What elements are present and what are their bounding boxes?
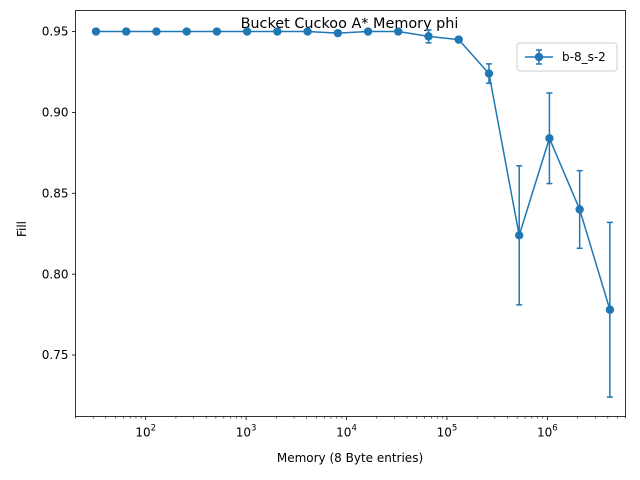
x-tick-base: 10 <box>537 426 552 440</box>
y-tick-label: 0.95 <box>42 25 69 39</box>
x-axis: 102 103 104 105 106 <box>75 416 626 440</box>
data-point <box>122 27 131 36</box>
y-tick-label: 0.90 <box>42 106 69 120</box>
x-tick-label: 105 <box>437 424 458 440</box>
x-tick-base: 10 <box>236 426 251 440</box>
data-point <box>212 27 222 36</box>
data-point <box>545 134 554 143</box>
series-line <box>96 30 611 310</box>
x-tick-label: 106 <box>537 424 558 440</box>
x-tick-label: 103 <box>236 424 257 440</box>
legend-label: b-8_s-2 <box>562 50 606 64</box>
x-axis-label: Memory (8 Byte entries) <box>277 451 423 465</box>
y-tick-label: 0.80 <box>42 267 69 281</box>
x-tick-exponent: 3 <box>251 424 256 434</box>
data-point <box>91 27 101 36</box>
y-axis: 0.75 0.80 0.85 0.90 0.95 <box>42 25 76 362</box>
y-axis-label: Fill <box>15 221 29 237</box>
data-point <box>394 27 403 36</box>
x-tick-exponent: 4 <box>351 424 356 434</box>
x-tick-label: 104 <box>336 424 357 440</box>
plot-area <box>91 27 615 398</box>
x-tick-exponent: 6 <box>552 424 557 434</box>
data-point <box>363 27 373 36</box>
data-point <box>514 231 524 240</box>
data-point <box>605 305 615 314</box>
y-tick-label: 0.85 <box>42 186 69 200</box>
data-point <box>242 27 252 36</box>
legend-marker <box>525 49 553 65</box>
legend-point <box>534 52 544 62</box>
axes-frame <box>75 10 626 417</box>
x-tick-exponent: 5 <box>452 424 457 434</box>
x-tick-exponent: 2 <box>151 424 156 434</box>
x-tick-label: 102 <box>135 424 156 440</box>
data-point <box>152 27 161 36</box>
data-point <box>182 27 191 36</box>
data-point <box>303 27 312 36</box>
x-tick-base: 10 <box>336 426 351 440</box>
data-point <box>454 35 463 44</box>
chart-title: Bucket Cuckoo A* Memory phi <box>241 16 459 32</box>
data-point <box>333 28 343 38</box>
data-point <box>575 205 584 214</box>
legend: b-8_s-2 <box>516 42 618 72</box>
x-tick-base: 10 <box>135 426 150 440</box>
x-tick-base: 10 <box>437 426 452 440</box>
data-point <box>484 69 494 78</box>
data-point <box>273 27 282 36</box>
y-tick-label: 0.75 <box>42 348 69 362</box>
data-point <box>424 32 433 41</box>
